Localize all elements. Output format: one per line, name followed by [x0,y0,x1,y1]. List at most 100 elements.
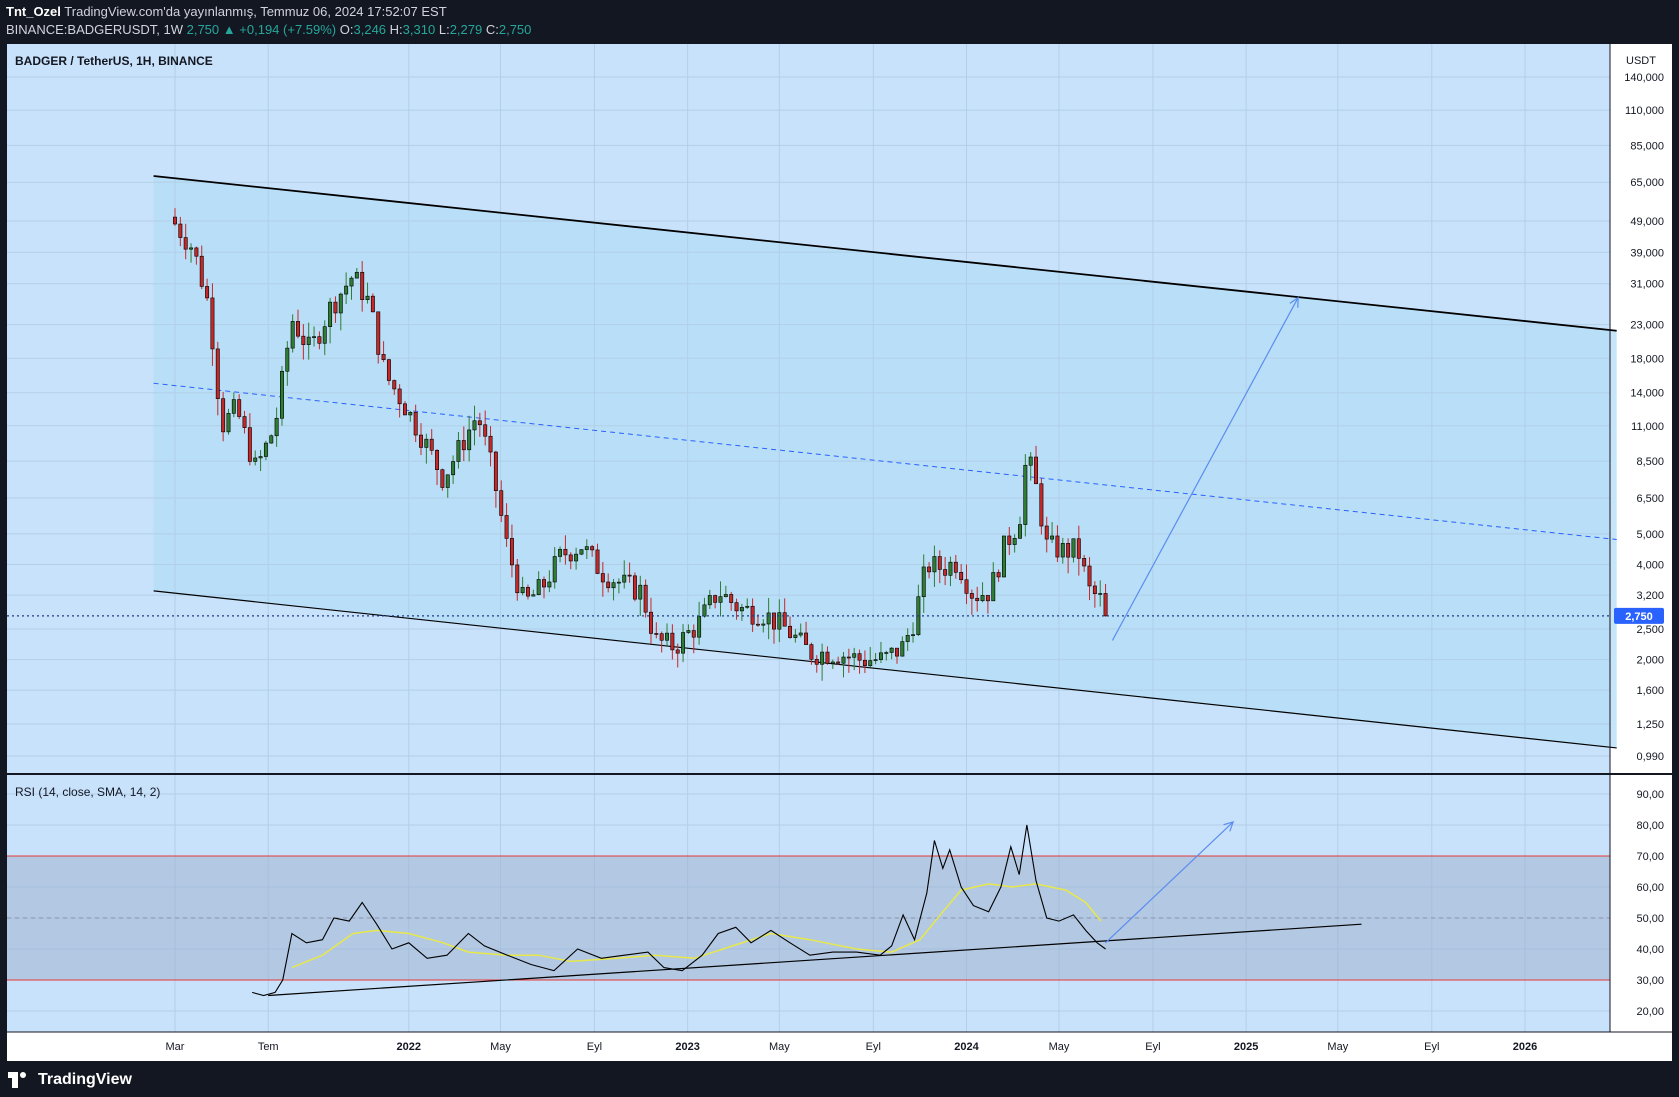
candle-body [579,549,584,555]
candle-body [183,237,188,250]
candle-body [467,429,472,451]
candle-body [247,427,252,462]
last-price-label-bg [1614,607,1664,624]
time-tick-label: Eyl [1145,1041,1160,1053]
candle-body [440,469,445,488]
candle-body [1103,593,1108,617]
candle-body [269,435,274,444]
symbol-line: BINANCE:BADGERUSDT, 1W [6,22,183,37]
price-projection-arrow [1111,297,1299,641]
candle-body [397,388,402,405]
time-tick-label: Eyl [587,1041,602,1053]
candle-body [424,438,429,448]
candle-body [975,597,980,602]
candle-body [1071,538,1076,558]
chart-area[interactable]: BADGER / TetherUS, 1H, BINANCE RSI (14, c… [0,44,1679,1061]
candle-body [804,632,809,645]
rsi-tick-label: 70,00 [1636,851,1664,863]
candle-body [622,574,627,583]
price-projection-arrow-head [1289,296,1299,308]
candle-body [231,399,236,414]
up-triangle-icon: ▲ [222,22,236,37]
candle-body [226,413,231,433]
price-tick-label: 31,000 [1630,279,1664,291]
candle-body [691,630,696,638]
candle-body [403,403,407,416]
candle-body [1018,524,1022,539]
candle-body [392,380,397,390]
candle-body [312,336,317,338]
publication-info: Tnt_Ozel TradingView.com'da yayınlanmış,… [6,4,447,19]
price-tick-label: 2,500 [1636,624,1664,636]
candle-body [713,595,718,603]
currency-selector[interactable]: USDT [1615,49,1667,73]
rsi-tick-label: 30,00 [1636,975,1664,987]
candle-body [895,647,899,657]
candle-body [536,579,541,596]
candle-body [745,605,750,608]
candle-body [707,595,712,606]
low-value: 2,279 [449,22,483,37]
candle-body [649,611,653,634]
tradingview-logo[interactable]: TradingView [8,1069,132,1091]
candle-body [338,293,343,314]
candle-body [189,247,194,250]
candle-body [237,399,242,417]
candle-body [739,607,744,612]
candle-body [943,569,948,576]
candle-body [413,412,418,436]
candle-body [376,311,381,355]
candle-body [365,295,370,300]
price-tick-label: 39,000 [1630,247,1664,259]
time-tick-label: Tem [258,1041,279,1053]
channel-upper-line [153,175,1617,332]
candle-body [456,440,461,462]
candle-body [509,538,514,566]
candle-body [793,634,798,638]
time-tick-label: May [1327,1041,1348,1053]
price-tick-label: 140,000 [1624,72,1664,84]
candle-body [884,652,889,654]
candle-body [681,632,686,654]
rsi-projection-arrow [1105,821,1234,944]
candle-body [568,554,573,562]
candle-body [531,594,536,597]
candle-body [1098,593,1103,595]
price-tick-label: 4,000 [1636,560,1664,572]
footer-bar: TradingView [0,1061,1679,1097]
candle-body [600,573,605,583]
time-tick-label: 2024 [954,1041,979,1053]
author-name[interactable]: Tnt_Ozel [6,4,61,19]
candle-body [911,634,915,636]
candle-body [852,653,857,658]
time-tick-label: Mar [166,1041,185,1053]
high-value: 3,310 [402,22,436,37]
candle-body [515,564,520,594]
candle-body [328,301,333,327]
price-tick-label: 1,250 [1636,719,1664,731]
price-tick-label: 65,000 [1630,177,1664,189]
candle-body [1055,535,1060,558]
candle-body [285,347,290,372]
channel-fill [153,176,1617,748]
rsi-pane-title: RSI (14, close, SMA, 14, 2) [15,785,160,799]
candle-body [178,223,183,238]
candle-body [820,651,825,665]
candle-body [750,605,755,625]
channel-lower-line [153,590,1617,749]
time-axis-background [7,1032,1672,1061]
candle-body [921,566,926,598]
time-tick-label: 2023 [675,1041,699,1053]
candle-body [360,271,365,300]
candle-body [472,420,477,431]
price-tick-label: 3,200 [1636,590,1664,602]
price-tick-label: 2,000 [1636,655,1664,667]
tradingview-logo-icon [8,1072,34,1088]
candle-body [889,647,894,653]
price-tick-label: 23,000 [1630,320,1664,332]
price-pane-title: BADGER / TetherUS, 1H, BINANCE [15,54,213,68]
candle-body [643,584,648,613]
candle-body [959,572,964,581]
price-tick-label: 18,000 [1630,353,1664,365]
candle-body [1044,525,1049,540]
